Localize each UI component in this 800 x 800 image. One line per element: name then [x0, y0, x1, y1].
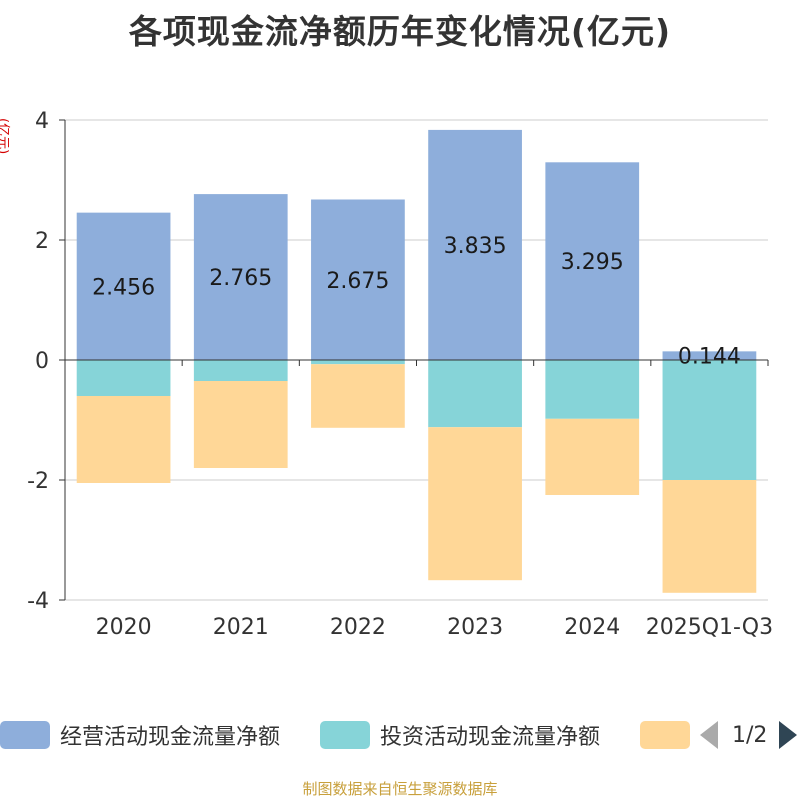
- bar-0-2025Q1-Q3: [662, 351, 757, 360]
- bar-1-2023: [428, 360, 522, 428]
- x-tick-label: 2021: [213, 615, 269, 640]
- legend-swatch-investing: [320, 721, 370, 749]
- y-tick-label: -2: [27, 469, 49, 494]
- legend-swatch-operating: [0, 721, 50, 749]
- x-tick-label: 2022: [330, 615, 386, 640]
- bar-2-2023: [428, 427, 522, 581]
- y-tick-label: 4: [35, 109, 49, 134]
- bar-2-2025Q1-Q3: [662, 480, 757, 593]
- legend-label-investing: 投资活动现金流量净额: [380, 725, 601, 750]
- bar-value-label: 2.456: [92, 275, 155, 300]
- x-tick-label: 2024: [564, 615, 620, 640]
- bar-0-2021: [193, 194, 288, 360]
- bar-value-label: 2.765: [209, 266, 272, 291]
- bar-0-2022: [311, 199, 405, 360]
- x-tick-label: 2025Q1-Q3: [646, 615, 773, 640]
- legend-swatch-financing: [640, 721, 690, 749]
- bar-0-2020: [76, 212, 171, 360]
- bar-2-2020: [76, 396, 171, 483]
- bar-value-label: 2.675: [326, 269, 389, 294]
- x-tick-label: 2023: [447, 615, 503, 640]
- bar-1-2024: [545, 360, 640, 419]
- bar-2-2022: [311, 364, 405, 428]
- pager-prev-icon[interactable]: [700, 721, 718, 749]
- bar-value-label: 3.295: [561, 250, 624, 275]
- bar-2-2021: [193, 381, 288, 468]
- bar-1-2021: [193, 360, 288, 381]
- x-tick-label: 2020: [96, 615, 152, 640]
- legend-item-financing[interactable]: [640, 715, 700, 755]
- pager-next-icon[interactable]: [779, 721, 798, 749]
- legend-pager: 1/2: [700, 715, 798, 755]
- bar-1-2020: [76, 360, 171, 396]
- legend-item-operating[interactable]: 经营活动现金流量净额: [0, 715, 280, 755]
- y-tick-label: 2: [35, 229, 49, 254]
- y-tick-label: 0: [35, 349, 49, 374]
- bar-2-2024: [545, 418, 640, 495]
- legend: 经营活动现金流量净额 投资活动现金流量净额: [0, 715, 800, 755]
- pager-text: 1/2: [732, 722, 768, 748]
- bar-1-2022: [311, 360, 405, 365]
- bar-0-2023: [428, 129, 522, 360]
- y-tick-label: -4: [27, 589, 49, 614]
- chart-svg: -4 -2 0 2 4 2.456 2.765 2.675 3.835 3.295 0.144 202…: [27, 109, 773, 640]
- bar-0-2024: [545, 162, 640, 360]
- source-note: 制图数据来自恒生聚源数据库: [302, 780, 498, 798]
- bar-value-label: 0.144: [678, 345, 741, 370]
- bar-1-2025Q1-Q3: [662, 360, 757, 480]
- legend-label-operating: 经营活动现金流量净额: [60, 725, 281, 750]
- bar-value-label: 3.835: [444, 234, 507, 259]
- chart-title: 各项现金流净额历年变化情况(亿元): [128, 12, 672, 51]
- legend-item-investing[interactable]: 投资活动现金流量净额: [320, 715, 600, 755]
